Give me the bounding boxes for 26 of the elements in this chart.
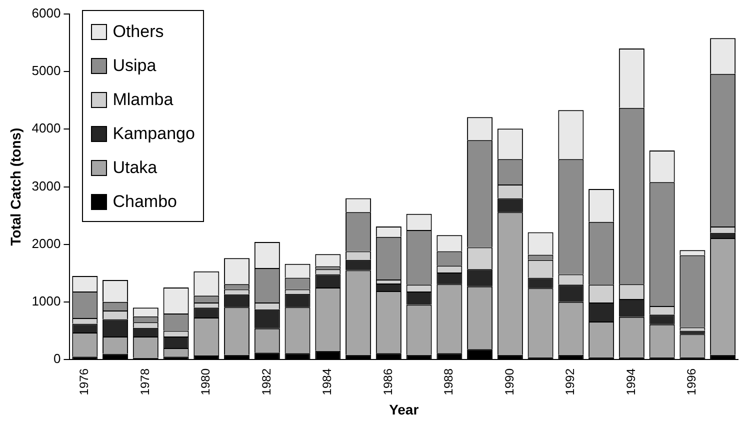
- x-tick-label: 1992: [563, 368, 578, 396]
- legend-label: Kampango: [112, 124, 195, 144]
- y-tick-label: 3000: [32, 178, 61, 194]
- x-axis-title: Year: [389, 401, 420, 418]
- y-tick-label: 1000: [32, 294, 61, 308]
- legend-label: Others: [112, 22, 164, 42]
- y-tick-label: 0: [53, 351, 61, 366]
- x-tick-label: 1986: [380, 368, 395, 396]
- x-tick-label: 1996: [684, 368, 699, 396]
- x-tick-label: 1990: [502, 368, 516, 396]
- y-tick-label: 6000: [32, 6, 61, 21]
- y-tick-label: 4000: [32, 120, 61, 136]
- x-tick-label: 1978: [138, 368, 152, 396]
- y-tick-label: 2000: [32, 236, 61, 251]
- y-axis-title: Total Catch (tons): [7, 128, 24, 246]
- x-tick-label: 1984: [320, 368, 334, 396]
- x-tick-label: 1976: [77, 368, 92, 396]
- x-tick-label: 1988: [442, 368, 456, 396]
- legend-label: Usipa: [112, 56, 156, 76]
- x-tick-label: 1994: [624, 368, 638, 396]
- legend-label: Mlamba: [112, 90, 174, 110]
- x-tick-label: 1980: [198, 368, 213, 396]
- y-tick-label: 5000: [32, 63, 61, 78]
- legend-label: Chambo: [112, 192, 177, 212]
- legend-label: Utaka: [112, 158, 158, 178]
- x-tick-label: 1982: [259, 368, 274, 396]
